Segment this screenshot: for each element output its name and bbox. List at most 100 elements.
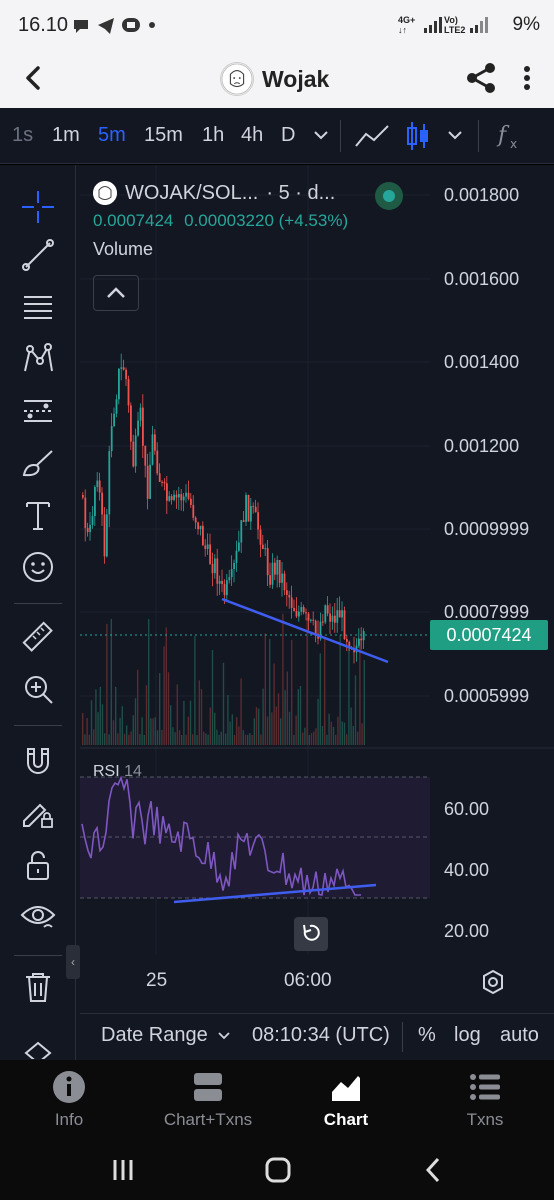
timeframe-4h[interactable]: 4h (241, 124, 264, 146)
zoom-in-tool[interactable] (16, 667, 60, 711)
collapse-legend-button[interactable] (93, 275, 139, 311)
timeframe-dropdown-icon[interactable] (312, 128, 330, 142)
volume-bar (163, 646, 165, 745)
timeframe-5m[interactable]: 5m (98, 124, 126, 146)
volume-bar (249, 733, 251, 745)
volume-bar (205, 733, 207, 745)
lock-tool[interactable] (16, 843, 60, 887)
candle-body (293, 608, 295, 611)
candle-body (326, 605, 329, 614)
trendline-tool[interactable] (16, 233, 60, 277)
volume-bar (264, 633, 266, 745)
system-back-button[interactable] (408, 1150, 458, 1190)
candle-body (206, 544, 209, 549)
crosshair-tool[interactable] (16, 185, 60, 229)
share-button[interactable] (462, 58, 502, 98)
price-axis-label: 0.0005999 (444, 686, 530, 706)
candle-body (286, 590, 288, 595)
favorites-tool[interactable] (16, 1029, 60, 1059)
candle-body (288, 594, 291, 598)
timeframe-d[interactable]: D (281, 124, 296, 146)
collapse-toolbar-button[interactable]: ‹ (66, 945, 80, 979)
candle-body (202, 525, 204, 546)
system-navigation (0, 1140, 554, 1200)
volume-bar (196, 734, 198, 745)
candle-body (122, 367, 125, 370)
time-axis-label: 25 (146, 970, 168, 991)
recent-apps-button[interactable] (98, 1150, 148, 1190)
remove-drawings-tool[interactable] (16, 965, 60, 1009)
volume-bar (350, 707, 352, 745)
candle-body (302, 607, 305, 613)
fx-icon[interactable]: f x (496, 122, 524, 152)
timeframe-15m[interactable]: 15m (144, 124, 183, 146)
lock-drawings-tool[interactable] (16, 791, 60, 835)
volume-bar (304, 727, 306, 745)
candle-body (149, 464, 151, 499)
candle-body (360, 638, 363, 641)
prediction-tool[interactable] (16, 389, 60, 433)
timeframe-1h[interactable]: 1h (202, 124, 225, 146)
volume-bar (335, 734, 337, 745)
pattern-tool[interactable] (16, 337, 60, 381)
chart-type-dropdown-icon[interactable] (446, 128, 464, 142)
home-button[interactable] (253, 1150, 303, 1190)
nav-chart[interactable]: Chart (286, 1070, 406, 1130)
nav-info[interactable]: Info (9, 1070, 129, 1130)
volume-bar (207, 734, 209, 745)
chart-area: ‹ WOJAK/SOL... · 5 · d... 0.0007424 0.00… (0, 165, 554, 1060)
candle-body (245, 494, 247, 522)
nav-txns[interactable]: Txns (425, 1070, 545, 1130)
legend-symbol-row[interactable]: WOJAK/SOL... · 5 · d... (93, 181, 348, 205)
date-range-button[interactable]: Date Range (101, 1024, 231, 1047)
legend-interval: · 5 · d... (266, 181, 336, 204)
visibility-tool[interactable] (16, 895, 60, 939)
volume-bar (258, 708, 260, 745)
signal-icon-1 (424, 17, 442, 33)
timeframe-1s[interactable]: 1s (12, 124, 34, 146)
candle-body (322, 621, 324, 623)
emoji-tool[interactable] (16, 545, 60, 589)
volume-bar (115, 686, 117, 745)
reset-chart-button[interactable] (294, 917, 328, 951)
chart-icon (332, 1076, 360, 1101)
percent-scale-toggle[interactable]: % (418, 1024, 436, 1046)
candle-body (346, 639, 348, 642)
rsi-label[interactable]: RSI 14 (93, 763, 142, 781)
volume-bar (86, 717, 88, 745)
back-button[interactable] (14, 58, 54, 98)
volume-bar (326, 734, 328, 745)
settings-icon[interactable] (480, 969, 506, 995)
rsi-period: 14 (124, 763, 142, 780)
line-chart-type-icon[interactable] (354, 122, 390, 150)
volume-bar (306, 617, 308, 745)
home-icon (265, 1157, 291, 1183)
brush-tool[interactable] (16, 441, 60, 485)
measure-tool[interactable] (16, 615, 60, 659)
price-chart[interactable] (80, 165, 554, 1013)
timeframe-1m[interactable]: 1m (52, 124, 80, 146)
candle-body (118, 368, 120, 400)
log-scale-toggle[interactable]: log (454, 1024, 481, 1046)
rsi-axis-label: 60.00 (444, 799, 490, 819)
fib-tool[interactable] (16, 285, 60, 329)
date-range-label: Date Range (101, 1024, 208, 1046)
volume-bar (211, 650, 214, 745)
candle-body (247, 494, 250, 522)
magnet-tool[interactable] (16, 739, 60, 783)
candle-body (314, 620, 317, 634)
text-tool[interactable] (16, 493, 60, 537)
recent-apps-icon (113, 1160, 133, 1180)
candle-body (170, 496, 173, 500)
auto-scale-toggle[interactable]: auto (500, 1024, 539, 1046)
volume-bar (156, 730, 159, 745)
candles-chart-type-icon[interactable] (404, 120, 432, 152)
candle-body (252, 505, 255, 507)
more-options-button[interactable] (512, 58, 542, 98)
candle-body (98, 480, 101, 493)
signal-icon-2 (470, 17, 488, 33)
volume-bar (343, 722, 346, 745)
nav-chart-txns[interactable]: Chart+Txns (148, 1070, 268, 1130)
current-price-tag: 0.0007424 (430, 620, 548, 650)
utc-clock[interactable]: 08:10:34 (UTC) (252, 1024, 390, 1046)
